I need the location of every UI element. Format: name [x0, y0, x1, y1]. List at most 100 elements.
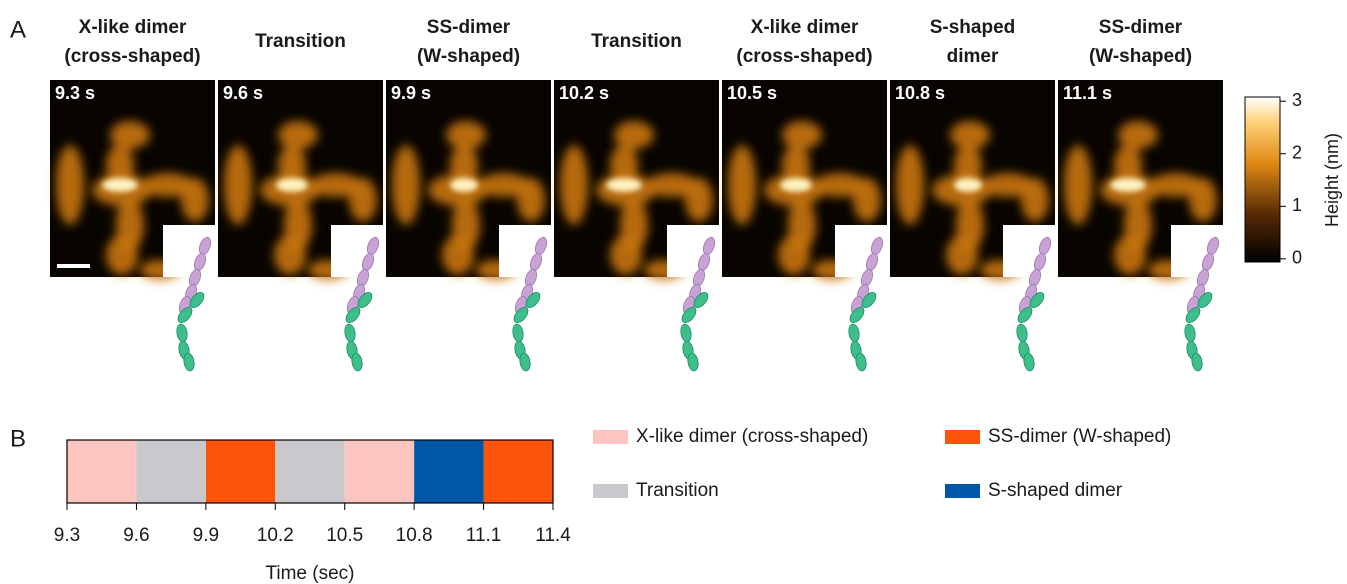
signal-blob — [946, 235, 978, 275]
signal-blob — [1064, 145, 1092, 225]
signal-blob — [56, 145, 84, 225]
signal-blob — [728, 145, 756, 225]
signal-blob — [1021, 178, 1049, 222]
figure: A X-like dimer (cross-shaped) 9.3 s Transiti… — [0, 0, 1347, 584]
signal-peak — [954, 178, 982, 192]
time-label: 11.1 s — [1063, 83, 1112, 103]
signal-blob — [392, 145, 420, 225]
cartoon-domain — [1016, 323, 1029, 342]
panel-label: A — [10, 16, 26, 43]
signal-peak — [102, 178, 138, 192]
legend-label: X-like dimer (cross-shaped) — [636, 426, 868, 447]
colorbar — [1245, 97, 1280, 262]
signal-blob — [610, 235, 642, 275]
state-segment — [206, 440, 275, 503]
signal-blob — [614, 121, 654, 149]
signal-blob — [853, 178, 881, 222]
signal-blob — [778, 235, 810, 275]
frame-title: dimer — [947, 46, 999, 67]
x-tick-label: 10.2 — [257, 525, 294, 546]
cartoon-domain — [176, 323, 189, 342]
legend-swatch — [593, 430, 628, 444]
signal-peak — [606, 178, 642, 192]
signal-blob — [224, 145, 252, 225]
signal-blob — [1189, 178, 1217, 222]
frame-title: SS-dimer — [427, 17, 511, 38]
time-label: 10.8 s — [895, 83, 945, 103]
signal-blob — [517, 178, 545, 222]
cartoon-domain — [344, 323, 357, 342]
signal-blob — [685, 178, 713, 222]
signal-blob — [782, 121, 822, 149]
cartoon-domain — [1184, 323, 1197, 342]
state-segment — [136, 440, 205, 503]
time-label: 10.5 s — [727, 83, 777, 103]
colorbar-tick-label: 2 — [1292, 143, 1302, 163]
x-axis-label: Time (sec) — [265, 563, 354, 584]
colorbar-label: Height (nm) — [1322, 133, 1342, 227]
colorbar-tick-label: 3 — [1292, 90, 1302, 110]
x-tick-label: 11.4 — [535, 525, 571, 546]
frame-title: X-like dimer — [79, 17, 187, 38]
frame-title: X-like dimer — [751, 17, 859, 38]
signal-blob — [896, 145, 924, 225]
signal-peak — [780, 178, 812, 192]
colorbar-tick-label: 1 — [1292, 195, 1302, 215]
x-tick-label: 9.3 — [54, 525, 80, 546]
cartoon-domain — [680, 323, 693, 342]
signal-blob — [560, 145, 588, 225]
signal-blob — [349, 178, 377, 222]
x-tick-label: 9.9 — [193, 525, 219, 546]
state-segment — [345, 440, 414, 503]
afm-image — [50, 80, 215, 280]
x-tick-label: 10.8 — [396, 525, 433, 546]
time-label: 9.6 s — [223, 83, 263, 103]
state-segment — [275, 440, 344, 503]
frame-title: SS-dimer — [1099, 17, 1183, 38]
time-label: 9.3 s — [55, 83, 95, 103]
legend-swatch — [593, 484, 628, 498]
signal-blob — [106, 235, 138, 275]
frame-title: (W-shaped) — [1089, 46, 1192, 67]
legend-label: S-shaped dimer — [988, 480, 1123, 501]
x-tick-label: 11.1 — [466, 525, 502, 546]
panel-label: B — [10, 425, 26, 452]
state-segment — [67, 440, 136, 503]
cartoon-domain — [848, 323, 861, 342]
afm-image — [722, 80, 887, 280]
signal-blob — [1118, 121, 1158, 149]
afm-image — [554, 80, 719, 280]
colorbar-tick-label: 0 — [1292, 248, 1302, 268]
afm-image — [218, 80, 383, 280]
legend-swatch — [945, 484, 980, 498]
signal-blob — [110, 121, 150, 149]
signal-blob — [274, 235, 306, 275]
cartoon-domain — [512, 323, 525, 342]
signal-blob — [1114, 235, 1146, 275]
signal-blob — [442, 235, 474, 275]
signal-blob — [950, 121, 990, 149]
signal-peak — [1110, 178, 1146, 192]
legend-label: SS-dimer (W-shaped) — [988, 426, 1171, 447]
afm-image — [386, 80, 551, 280]
signal-blob — [181, 178, 209, 222]
signal-blob — [446, 121, 486, 149]
state-segment — [484, 440, 553, 503]
legend-label: Transition — [636, 480, 719, 501]
frame-title: Transition — [591, 31, 682, 52]
signal-blob — [278, 121, 318, 149]
time-label: 9.9 s — [391, 83, 431, 103]
afm-image — [890, 80, 1055, 280]
frame-title: (cross-shaped) — [736, 46, 872, 67]
state-segment — [414, 440, 483, 503]
x-tick-label: 9.6 — [123, 525, 149, 546]
time-label: 10.2 s — [559, 83, 609, 103]
frame-title: (W-shaped) — [417, 46, 520, 67]
afm-image — [1058, 80, 1223, 280]
legend-swatch — [945, 430, 980, 444]
x-tick-label: 10.5 — [326, 525, 363, 546]
signal-peak — [450, 178, 478, 192]
signal-peak — [276, 178, 308, 192]
frame-title: S-shaped — [930, 17, 1016, 38]
frame-title: Transition — [255, 31, 346, 52]
